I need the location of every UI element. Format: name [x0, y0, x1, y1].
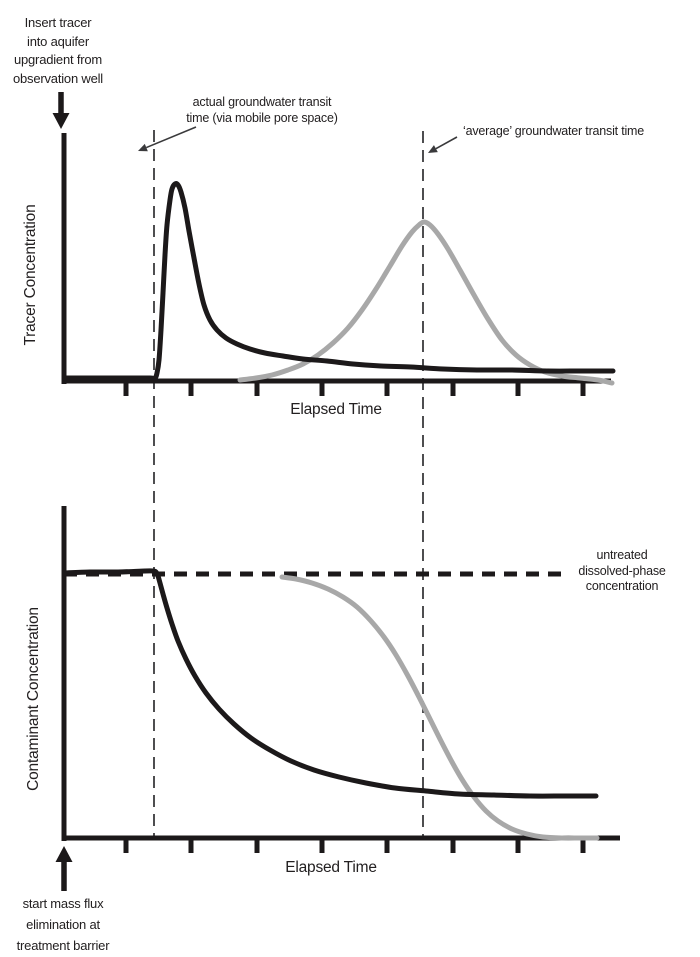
average-transit-pointer-arrow-head: [428, 145, 438, 153]
insert-tracer-arrow-head: [52, 113, 70, 129]
note-actual-transit-time: actual groundwater transit time (via mob…: [186, 95, 338, 125]
actual-transit-pointer-arrow: [146, 126, 197, 149]
top-x-axis-label: Elapsed Time: [290, 401, 382, 418]
actual-response-curve: [61, 568, 599, 799]
average-transit-pointer-arrow: [435, 136, 458, 150]
bottom-y-axis-label: Contaminant Concentration: [25, 607, 42, 791]
note-average-transit-time: ‘average’ groundwater transit time: [463, 124, 645, 138]
note-start-mass-flux: start mass flux elimination at treatment…: [16, 896, 110, 953]
average-response-curve: [279, 574, 600, 841]
top-y-axis-label: Tracer Concentration: [22, 204, 39, 346]
actual-transit-pointer-arrow-head: [138, 143, 148, 152]
start-mass-flux-arrow-head: [55, 846, 73, 862]
bottom-x-axis-label: Elapsed Time: [285, 859, 377, 876]
note-untreated-concentration: untreated dissolved-phase concentration: [578, 548, 666, 593]
note-insert-tracer: Insert tracer into aquifer upgradient fr…: [12, 15, 103, 86]
actual-breakthrough-curve: [61, 181, 616, 381]
